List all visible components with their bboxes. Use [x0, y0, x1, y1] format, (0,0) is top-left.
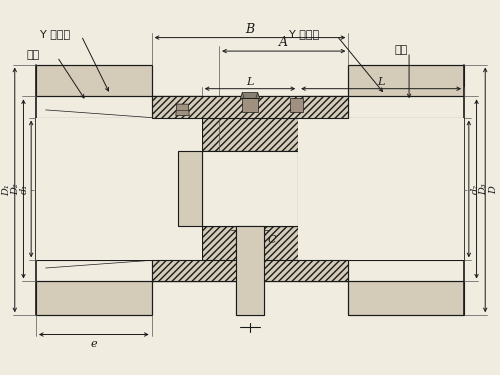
Text: A: A [279, 36, 288, 49]
Polygon shape [348, 64, 464, 96]
Text: Y 型轴孔: Y 型轴孔 [288, 29, 318, 39]
Text: 标志: 标志 [26, 50, 40, 60]
Polygon shape [152, 96, 202, 118]
Polygon shape [242, 98, 258, 112]
Text: D₃: D₃ [480, 183, 488, 195]
Text: C: C [268, 235, 276, 245]
Polygon shape [152, 96, 348, 118]
Polygon shape [176, 104, 190, 116]
Polygon shape [290, 98, 303, 112]
Polygon shape [240, 93, 260, 98]
Text: L: L [378, 77, 385, 87]
Text: D₁: D₁ [2, 184, 11, 196]
Polygon shape [152, 260, 202, 282]
Text: Y 型轴孔: Y 型轴孔 [40, 29, 70, 39]
Polygon shape [36, 64, 152, 96]
Polygon shape [298, 96, 348, 118]
Text: d₂: d₂ [471, 184, 480, 194]
Text: e: e [90, 339, 97, 350]
Polygon shape [202, 226, 298, 282]
Polygon shape [36, 118, 202, 260]
Polygon shape [178, 152, 202, 226]
Polygon shape [152, 260, 348, 282]
Polygon shape [36, 282, 152, 315]
Polygon shape [202, 96, 298, 152]
Text: L: L [246, 77, 254, 87]
Text: D: D [489, 186, 498, 194]
Polygon shape [298, 118, 464, 260]
Text: D₂: D₂ [12, 183, 20, 195]
Polygon shape [298, 260, 348, 282]
Polygon shape [348, 282, 464, 315]
Text: B: B [246, 22, 254, 36]
Polygon shape [202, 152, 298, 226]
Text: d₁: d₁ [20, 184, 29, 194]
Polygon shape [236, 226, 264, 315]
Text: 标志: 标志 [394, 45, 408, 55]
